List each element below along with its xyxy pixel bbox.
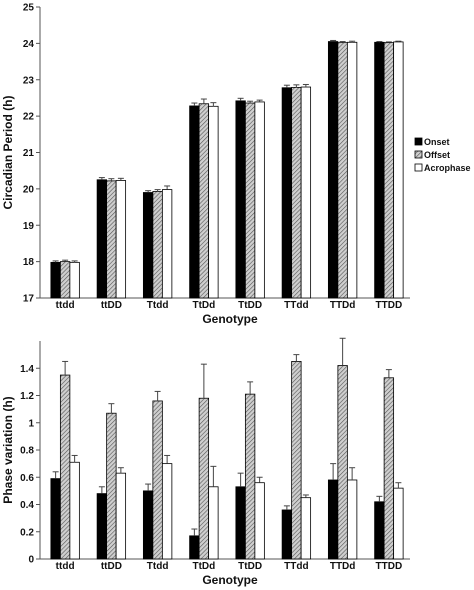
- chart-2: 0 0.2 0.4 0.6 0.8 1 1.2 1.4 Phase variation (h) G…: [1, 337, 410, 587]
- y-tick-label: 0.8: [20, 446, 34, 457]
- y-tick-label: 25: [23, 3, 35, 14]
- x-axis-title: Genotype: [202, 312, 258, 326]
- bar-onset-TtDd: [189, 535, 200, 560]
- y-tick-label: 1.4: [20, 364, 34, 375]
- bar-offset-ttdd: [59, 374, 71, 560]
- bar-acrophase-Ttdd: [161, 189, 173, 299]
- bar-acrophase-TtDd: [208, 486, 219, 560]
- x-tick-label: ttDD: [101, 561, 122, 572]
- y-tick-label: 1: [28, 418, 34, 429]
- bar-offset-Ttdd: [152, 191, 163, 299]
- bar-acrophase-TtDD: [254, 101, 265, 299]
- x-tick-label: ttdd: [56, 561, 75, 572]
- legend: Onset Offset Acrophase: [414, 137, 471, 173]
- legend-label-acrophase: Acrophase: [424, 163, 471, 173]
- y-tick-label: 20: [23, 184, 35, 195]
- x-tick-label: TtDD: [238, 300, 262, 311]
- bar-offset-TtDD: [244, 102, 256, 299]
- bar-onset-TTDd: [327, 41, 339, 299]
- bar-onset-TTDD: [374, 501, 385, 560]
- x-axis-title: Genotype: [202, 573, 258, 587]
- bar-offset-ttDD: [106, 412, 117, 560]
- bar-onset-TTdd: [281, 87, 293, 299]
- y-tick-label: 0.6: [20, 473, 34, 484]
- bar-acrophase-ttDD: [115, 180, 127, 299]
- bar-offset-Ttdd: [152, 400, 163, 560]
- bar-acrophase-TTDD: [393, 41, 404, 299]
- bar-offset-ttdd: [59, 261, 71, 299]
- x-tick-label: TTDd: [330, 300, 356, 311]
- bar-acrophase-TTdd: [300, 497, 312, 560]
- bar-offset-TtDd: [198, 103, 210, 299]
- bar-onset-TtDd: [189, 105, 200, 299]
- bar-onset-ttdd: [50, 478, 61, 560]
- y-tick-label: 17: [23, 294, 35, 305]
- bar-onset-ttDD: [96, 179, 108, 299]
- x-tick-label: Ttdd: [147, 561, 169, 572]
- x-tick-label: TTDd: [330, 561, 356, 572]
- bar-onset-TtDD: [235, 100, 246, 299]
- bar-offset-TTDD: [383, 377, 395, 560]
- bar-onset-TTdd: [281, 509, 293, 560]
- bar-offset-TTdd: [291, 361, 302, 560]
- bar-onset-ttdd: [50, 261, 61, 299]
- bar-acrophase-TTDD: [393, 487, 404, 560]
- bar-acrophase-Ttdd: [161, 463, 173, 560]
- bar-acrophase-TTDd: [346, 41, 358, 299]
- bar-offset-ttDD: [106, 180, 117, 299]
- y-tick-label: 19: [23, 221, 35, 232]
- bar-offset-TTDD: [383, 42, 395, 299]
- x-tick-label: TtDd: [192, 300, 215, 311]
- bar-offset-TTDd: [337, 365, 348, 560]
- y-tick-label: 0.2: [20, 527, 34, 538]
- y-tick-label: 21: [23, 148, 35, 159]
- y-tick-label: 0: [28, 555, 34, 566]
- bar-offset-TtDD: [244, 393, 256, 560]
- legend-label-offset: Offset: [424, 150, 450, 160]
- x-tick-label: TtDd: [192, 561, 215, 572]
- bar-offset-TtDd: [198, 397, 210, 560]
- legend-label-onset: Onset: [424, 137, 450, 147]
- x-tick-label: TtDD: [238, 561, 262, 572]
- bar-onset-TTDd: [327, 479, 339, 560]
- bar-acrophase-ttdd: [69, 461, 80, 560]
- y-tick-label: 1.2: [20, 391, 34, 402]
- y-tick-label: 18: [23, 257, 35, 268]
- bar-acrophase-TtDD: [254, 482, 265, 560]
- bar-acrophase-TtDd: [208, 105, 219, 299]
- x-tick-label: TTDD: [376, 300, 403, 311]
- x-tick-label: ttdd: [56, 300, 75, 311]
- bar-offset-TTdd: [291, 86, 302, 299]
- y-tick-label: 0.4: [20, 500, 34, 511]
- y-tick-label: 22: [23, 112, 35, 123]
- x-tick-label: TTDD: [376, 561, 403, 572]
- bar-acrophase-ttdd: [69, 261, 80, 299]
- bar-acrophase-ttDD: [115, 472, 127, 560]
- bar-onset-ttDD: [96, 493, 108, 560]
- y-tick-label: 24: [23, 39, 35, 50]
- bar-offset-TTDd: [337, 42, 348, 299]
- y-axis-title: Circadian Period (h): [1, 95, 15, 209]
- x-tick-label: TTdd: [284, 561, 308, 572]
- x-tick-label: TTdd: [284, 300, 308, 311]
- x-tick-label: Ttdd: [147, 300, 169, 311]
- bar-acrophase-TTDd: [346, 479, 358, 560]
- legend-swatch-onset: [414, 137, 423, 146]
- legend-swatch-offset: [414, 150, 423, 159]
- bar-onset-TTDD: [374, 41, 385, 299]
- chart-1: 17 18 19 20 21 22 23 24 25 Circadian Period (h) Ge…: [1, 3, 471, 327]
- bar-onset-TtDD: [235, 486, 246, 560]
- bar-onset-Ttdd: [142, 490, 154, 560]
- bar-acrophase-TTdd: [300, 86, 312, 299]
- y-tick-label: 23: [23, 75, 35, 86]
- x-tick-label: ttDD: [101, 300, 122, 311]
- legend-swatch-acrophase: [414, 163, 423, 172]
- y-axis-title: Phase variation (h): [1, 396, 15, 503]
- bar-onset-Ttdd: [142, 192, 154, 299]
